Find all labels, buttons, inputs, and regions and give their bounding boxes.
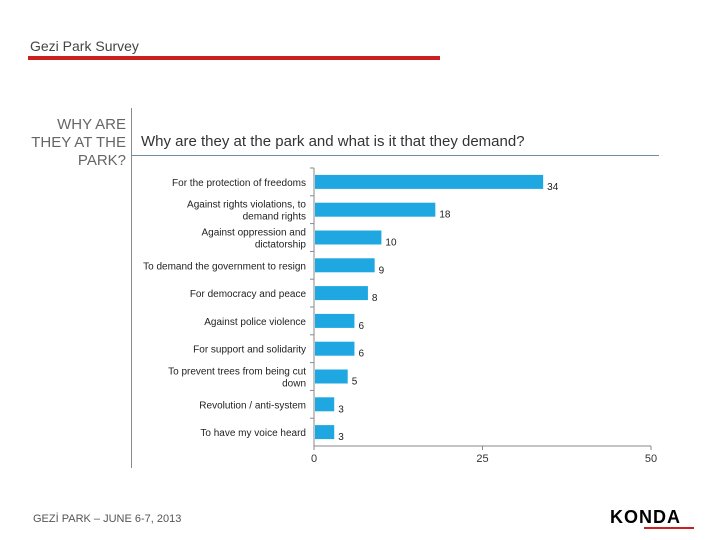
footer-text: GEZİ PARK – JUNE 6-7, 2013 — [33, 513, 182, 525]
konda-logo-mark: KONDA — [610, 507, 694, 529]
category-label-line: To prevent trees from being cut — [168, 367, 306, 378]
category-label: For support and solidarity — [193, 345, 306, 356]
bar-value-label: 10 — [385, 238, 397, 249]
section-divider-horizontal — [131, 155, 659, 156]
bar — [315, 425, 335, 440]
category-label-line: For democracy and peace — [190, 289, 307, 300]
category-label: Revolution / anti-system — [199, 400, 306, 411]
bar — [315, 369, 348, 384]
category-label: To prevent trees from being cut down — [168, 367, 306, 390]
category-label-line: To demand the government to resign — [143, 261, 306, 272]
bar — [315, 313, 355, 328]
bar — [315, 286, 368, 301]
chart-title: Why are they at the park and what is it … — [141, 133, 525, 150]
bar — [315, 397, 335, 412]
bar-value-label: 3 — [338, 432, 344, 443]
bar-value-label: 9 — [379, 265, 385, 276]
bar-value-label: 6 — [358, 349, 364, 360]
bar-value-label: 5 — [352, 377, 358, 388]
category-label: For democracy and peace — [190, 289, 307, 300]
page-header-title: Gezi Park Survey — [30, 38, 139, 54]
bar — [315, 174, 544, 189]
category-label: To have my voice heard — [200, 428, 306, 439]
category-label: Against oppression and dictatorship — [201, 228, 306, 251]
category-label-line: For support and solidarity — [193, 345, 306, 356]
section-title-line: PARK? — [77, 152, 126, 169]
konda-logo: KONDA — [608, 505, 694, 533]
category-label: For the protection of freedoms — [172, 178, 306, 189]
bar — [315, 258, 375, 273]
category-label-line: dictatorship — [255, 240, 307, 251]
category-label-line: To have my voice heard — [200, 428, 306, 439]
bar-value-label: 3 — [338, 404, 344, 415]
category-label-line: Against oppression and — [201, 228, 306, 239]
category-label: Against rights violations, to demand righ… — [187, 200, 306, 223]
category-label-line: Against police violence — [204, 317, 306, 328]
section-title-line: WHY ARE — [57, 116, 126, 133]
section-divider-vertical — [131, 108, 132, 468]
category-label-line: down — [282, 379, 306, 390]
category-label-line: demand rights — [243, 212, 306, 223]
category-label-line: Revolution / anti-system — [199, 400, 306, 411]
bar — [315, 202, 436, 217]
x-tick-label: 0 — [311, 453, 317, 465]
header-rule — [28, 56, 440, 60]
category-label: Against police violence — [204, 317, 306, 328]
bar-value-label: 6 — [358, 321, 364, 332]
category-label-line: Against rights violations, to — [187, 200, 306, 211]
x-tick-label: 25 — [476, 453, 488, 465]
konda-logo-text: KONDA — [610, 507, 681, 527]
bar — [315, 230, 382, 245]
section-title: WHY ARE THEY AT THE PARK? — [14, 116, 126, 170]
bar-value-label: 8 — [372, 293, 378, 304]
category-label: To demand the government to resign — [143, 261, 306, 272]
bar — [315, 341, 355, 356]
category-label-line: For the protection of freedoms — [172, 178, 306, 189]
section-title-line: THEY AT THE — [31, 134, 126, 151]
bar-value-label: 18 — [439, 210, 451, 221]
konda-logo-underline — [644, 527, 694, 529]
bar-value-label: 34 — [547, 182, 559, 193]
x-tick-label: 50 — [645, 453, 657, 465]
